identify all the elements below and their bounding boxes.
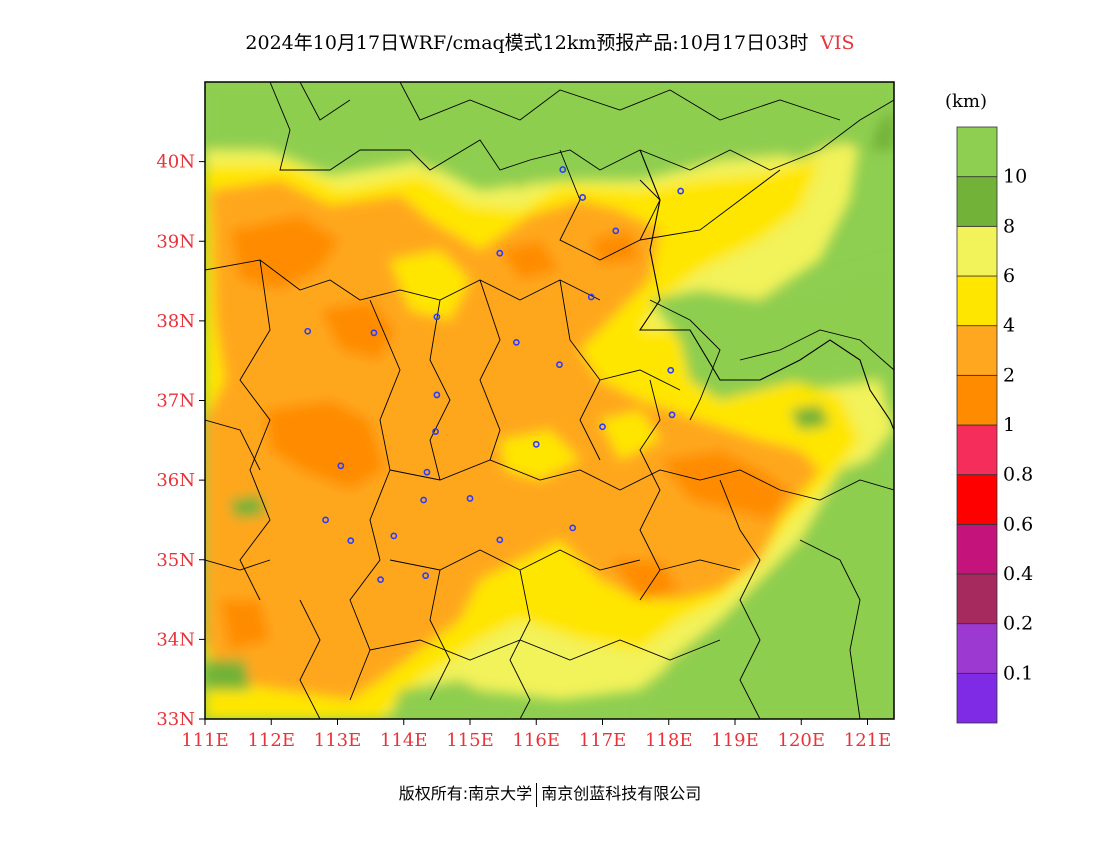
lat-tick-label: 39N (156, 231, 195, 252)
station-marker (322, 516, 329, 524)
lon-tick-label: 120E (778, 730, 826, 751)
station-marker (420, 496, 428, 504)
legend-label: 8 (1003, 215, 1015, 237)
legend-label: 2 (1003, 364, 1015, 386)
station-marker (556, 361, 563, 369)
longitude-axis: 111E 112E 113E 114E 115E 116E 117E 118E 119E 120E… (181, 719, 891, 751)
copyright-footer: 版权所有:南京大学 南京创蓝科技有限公司 (0, 780, 1100, 807)
lon-tick-label: 121E (844, 730, 892, 751)
station-marker (612, 227, 620, 235)
boundary-lines (205, 82, 894, 719)
legend-label: 4 (1003, 315, 1015, 337)
station-marker (599, 423, 606, 431)
lat-tick-label: 38N (156, 311, 195, 332)
legend-swatch (956, 374, 998, 426)
lat-tick-label: 37N (156, 391, 195, 412)
copyright-right: 南京创蓝科技有限公司 (541, 784, 702, 803)
legend-swatch (956, 225, 998, 277)
station-marker (668, 411, 676, 419)
legend-swatch (956, 325, 998, 376)
legend-swatch (956, 424, 998, 476)
footer-separator (536, 782, 538, 807)
copyright-left: 版权所有:南京大学 (398, 784, 533, 803)
legend-swatch (956, 523, 998, 575)
station-marker (433, 313, 441, 321)
legend-label: 0.4 (1003, 563, 1033, 585)
station-marker (304, 327, 312, 335)
station-marker (466, 495, 474, 502)
legend-swatch (956, 672, 998, 724)
station-marker (496, 249, 504, 257)
station-marker (377, 576, 384, 584)
lat-tick-label: 34N (156, 629, 195, 650)
lon-tick-label: 115E (446, 730, 494, 751)
lat-tick-label: 36N (156, 470, 195, 491)
color-legend: 0.1 0.2 0.4 0.6 0.8 1 2 4 6 8 10 (956, 126, 1033, 724)
legend-swatch (956, 275, 998, 327)
lon-tick-label: 117E (579, 730, 627, 751)
legend-unit: (km) (945, 91, 987, 112)
lon-tick-label: 118E (645, 730, 693, 751)
legend-swatch (956, 176, 998, 227)
station-marker (337, 462, 345, 470)
lon-tick-label: 116E (513, 730, 561, 751)
lon-tick-label: 119E (711, 730, 759, 751)
legend-label: 0.6 (1003, 513, 1033, 535)
station-marker (677, 187, 685, 195)
coastline (638, 149, 894, 431)
station-marker (532, 440, 540, 448)
legend-swatch (956, 126, 998, 178)
station-marker (496, 536, 504, 544)
lon-tick-label: 113E (314, 730, 362, 751)
lon-tick-label: 114E (380, 730, 428, 751)
station-marker (433, 391, 441, 399)
title-main: 2024年10月17日WRF/cmaq模式12km预报产品:10月17日03时 (245, 32, 809, 54)
station-marker (587, 293, 595, 301)
legend-swatch (956, 573, 998, 625)
visibility-field (205, 82, 894, 719)
legend-label: 0.2 (1003, 613, 1033, 635)
station-marker (512, 338, 520, 346)
station-marker (390, 532, 398, 540)
legend-label: 0.8 (1003, 464, 1033, 486)
station-marker (370, 329, 378, 337)
station-marker (423, 468, 431, 476)
legend-swatch (956, 623, 998, 674)
legend-label: 0.1 (1003, 662, 1033, 684)
station-markers (304, 166, 685, 584)
station-marker (667, 366, 675, 374)
station-marker (347, 537, 355, 545)
legend-swatch (956, 474, 998, 525)
lat-tick-label: 35N (156, 550, 195, 571)
legend-label: 6 (1003, 265, 1015, 287)
legend-label: 10 (1003, 166, 1027, 188)
lon-tick-label: 111E (181, 730, 229, 751)
lat-tick-label: 33N (156, 709, 195, 730)
map-title: 2024年10月17日WRF/cmaq模式12km预报产品:10月17日03时 V… (0, 28, 1100, 55)
latitude-axis: 33N 34N 35N 36N 37N 38N 39N 40N (156, 152, 205, 730)
station-marker (432, 428, 439, 435)
station-marker (569, 524, 577, 532)
station-marker (422, 572, 430, 580)
station-marker (559, 166, 567, 173)
lon-tick-label: 112E (248, 730, 296, 751)
station-marker (579, 194, 587, 201)
title-variable: VIS (820, 32, 855, 54)
lat-tick-label: 40N (156, 152, 195, 173)
legend-label: 1 (1003, 414, 1015, 436)
